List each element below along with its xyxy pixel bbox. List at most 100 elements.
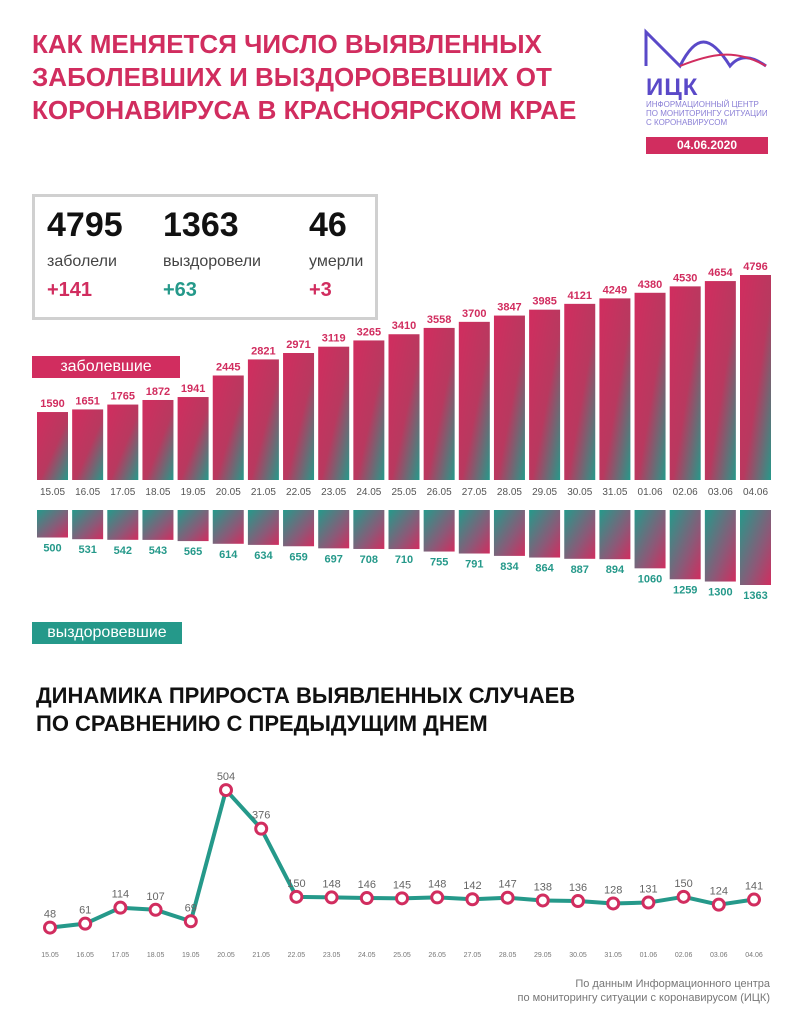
growth-value-label: 147 [498, 879, 516, 891]
date-tick-label: 30.05 [569, 952, 587, 959]
date-tick-label: 15.05 [41, 952, 59, 959]
stat-value: 1363 [163, 206, 239, 244]
stat-delta: +63 [163, 279, 197, 301]
growth-point [113, 900, 128, 915]
growth-value-label: 107 [146, 891, 164, 903]
infected-value-label: 2445 [216, 361, 240, 373]
recovered-bar [353, 510, 385, 549]
recovered-value-label: 755 [430, 557, 448, 569]
source-line: по мониторингу ситуации с коронавирусом … [517, 992, 770, 1004]
line-chart: 48 15.05 61 16.05 114 17.05 107 18.05 69 19.05 504… [41, 771, 763, 959]
date-tick-label: 03.06 [710, 952, 728, 959]
infected-bar [529, 309, 561, 480]
infected-value-label: 4530 [673, 272, 697, 284]
infected-value-label: 1651 [75, 395, 99, 407]
infected-value-label: 1765 [111, 391, 135, 403]
growth-value-label: 146 [358, 879, 376, 891]
stat-label: выздоровели [163, 253, 261, 270]
infected-value-label: 1941 [181, 383, 205, 395]
infected-series-label: заболевшие [32, 356, 180, 378]
date-tick-label: 01.06 [640, 952, 658, 959]
date-tick-label: 31.05 [602, 487, 627, 498]
growth-value-label: 136 [569, 882, 587, 894]
date-tick-label: 03.06 [708, 487, 733, 498]
growth-point [395, 891, 409, 906]
stat-infected: 4795 заболели +141 [47, 203, 123, 302]
recovered-value-label: 614 [219, 549, 238, 561]
recovered-value-label: 791 [465, 559, 483, 571]
infected-value-label: 1590 [40, 398, 64, 410]
date-tick-label: 02.06 [675, 952, 693, 959]
date-tick-label: 22.05 [288, 952, 306, 959]
stats-box: 4795 заболели +141 1363 выздоровели +63 … [32, 194, 378, 320]
recovered-value-label: 1259 [673, 584, 697, 596]
recovered-bar [740, 510, 771, 585]
logo-subtitle-line: по мониторингу ситуации [646, 109, 768, 118]
growth-value-label: 128 [604, 884, 622, 896]
infected-bar [388, 334, 420, 480]
infected-value-label: 1872 [146, 386, 170, 398]
infected-bar [142, 399, 174, 480]
page-title: Как меняется число выявленных заболевших… [32, 28, 592, 127]
growth-value-label: 141 [745, 881, 763, 893]
date-tick-label: 18.05 [147, 952, 165, 959]
growth-value-label: 114 [112, 889, 130, 901]
recovered-value-label: 864 [535, 563, 554, 575]
date-tick-label: 17.05 [112, 952, 130, 959]
growth-value-label: 131 [639, 884, 657, 896]
infected-bar [37, 412, 68, 480]
recovered-bar [704, 510, 736, 582]
growth-value-label: 48 [44, 909, 56, 921]
recovered-bar [72, 510, 104, 540]
recovered-value-label: 1363 [743, 590, 767, 602]
recovered-value-label: 708 [360, 554, 378, 566]
date-tick-label: 29.05 [534, 952, 552, 959]
infected-bar [177, 397, 209, 480]
title-line: заболевших и выздоровевших от [32, 62, 552, 92]
infected-value-label: 3700 [462, 308, 486, 320]
growth-value-label: 61 [79, 905, 91, 917]
recovered-value-label: 894 [606, 564, 625, 576]
growth-point [535, 893, 550, 908]
infected-bar [564, 303, 596, 480]
growth-point [183, 914, 198, 929]
date-tick-label: 31.05 [604, 952, 622, 959]
infected-bar [107, 404, 139, 480]
growth-point [78, 916, 93, 931]
recovered-bar [247, 510, 279, 545]
infected-value-label: 4380 [638, 279, 662, 291]
recovered-bar [177, 510, 209, 542]
recovered-series-label: выздоровевшие [32, 622, 182, 644]
date-tick-label: 29.05 [532, 487, 557, 498]
infected-bar [283, 353, 315, 480]
logo-subtitle: Информационный центр по мониторингу ситу… [646, 100, 786, 127]
infected-value-label: 4796 [743, 261, 767, 273]
date-tick-label: 22.05 [286, 487, 311, 498]
recovered-value-label: 565 [184, 546, 202, 558]
infected-value-label: 4249 [603, 284, 627, 296]
stat-value: 4795 [47, 206, 123, 244]
recovered-value-label: 697 [325, 553, 343, 565]
date-tick-label: 16.05 [75, 487, 100, 498]
growth-value-label: 148 [428, 878, 446, 890]
growth-point [500, 890, 515, 905]
recovered-bar [388, 510, 420, 550]
infected-bar [669, 286, 701, 480]
recovered-bar [493, 510, 525, 556]
date-tick-label: 23.05 [321, 487, 346, 498]
recovered-bar [634, 510, 666, 569]
infected-value-label: 3558 [427, 314, 451, 326]
growth-point [641, 895, 656, 910]
date-tick-label: 04.06 [743, 487, 768, 498]
date-tick-label: 16.05 [76, 952, 94, 959]
growth-point [289, 889, 304, 904]
subtitle-line: Динамика прироста выявленных случаев [36, 683, 576, 708]
logo-subtitle-line: с коронавирусом [646, 118, 728, 127]
stat-delta: +141 [47, 279, 93, 301]
growth-value-label: 150 [287, 878, 305, 890]
infected-value-label: 2971 [286, 339, 310, 351]
recovered-bar [318, 510, 350, 549]
infected-bar [634, 292, 666, 480]
recovered-value-label: 710 [395, 554, 413, 566]
date-tick-label: 02.06 [673, 487, 698, 498]
